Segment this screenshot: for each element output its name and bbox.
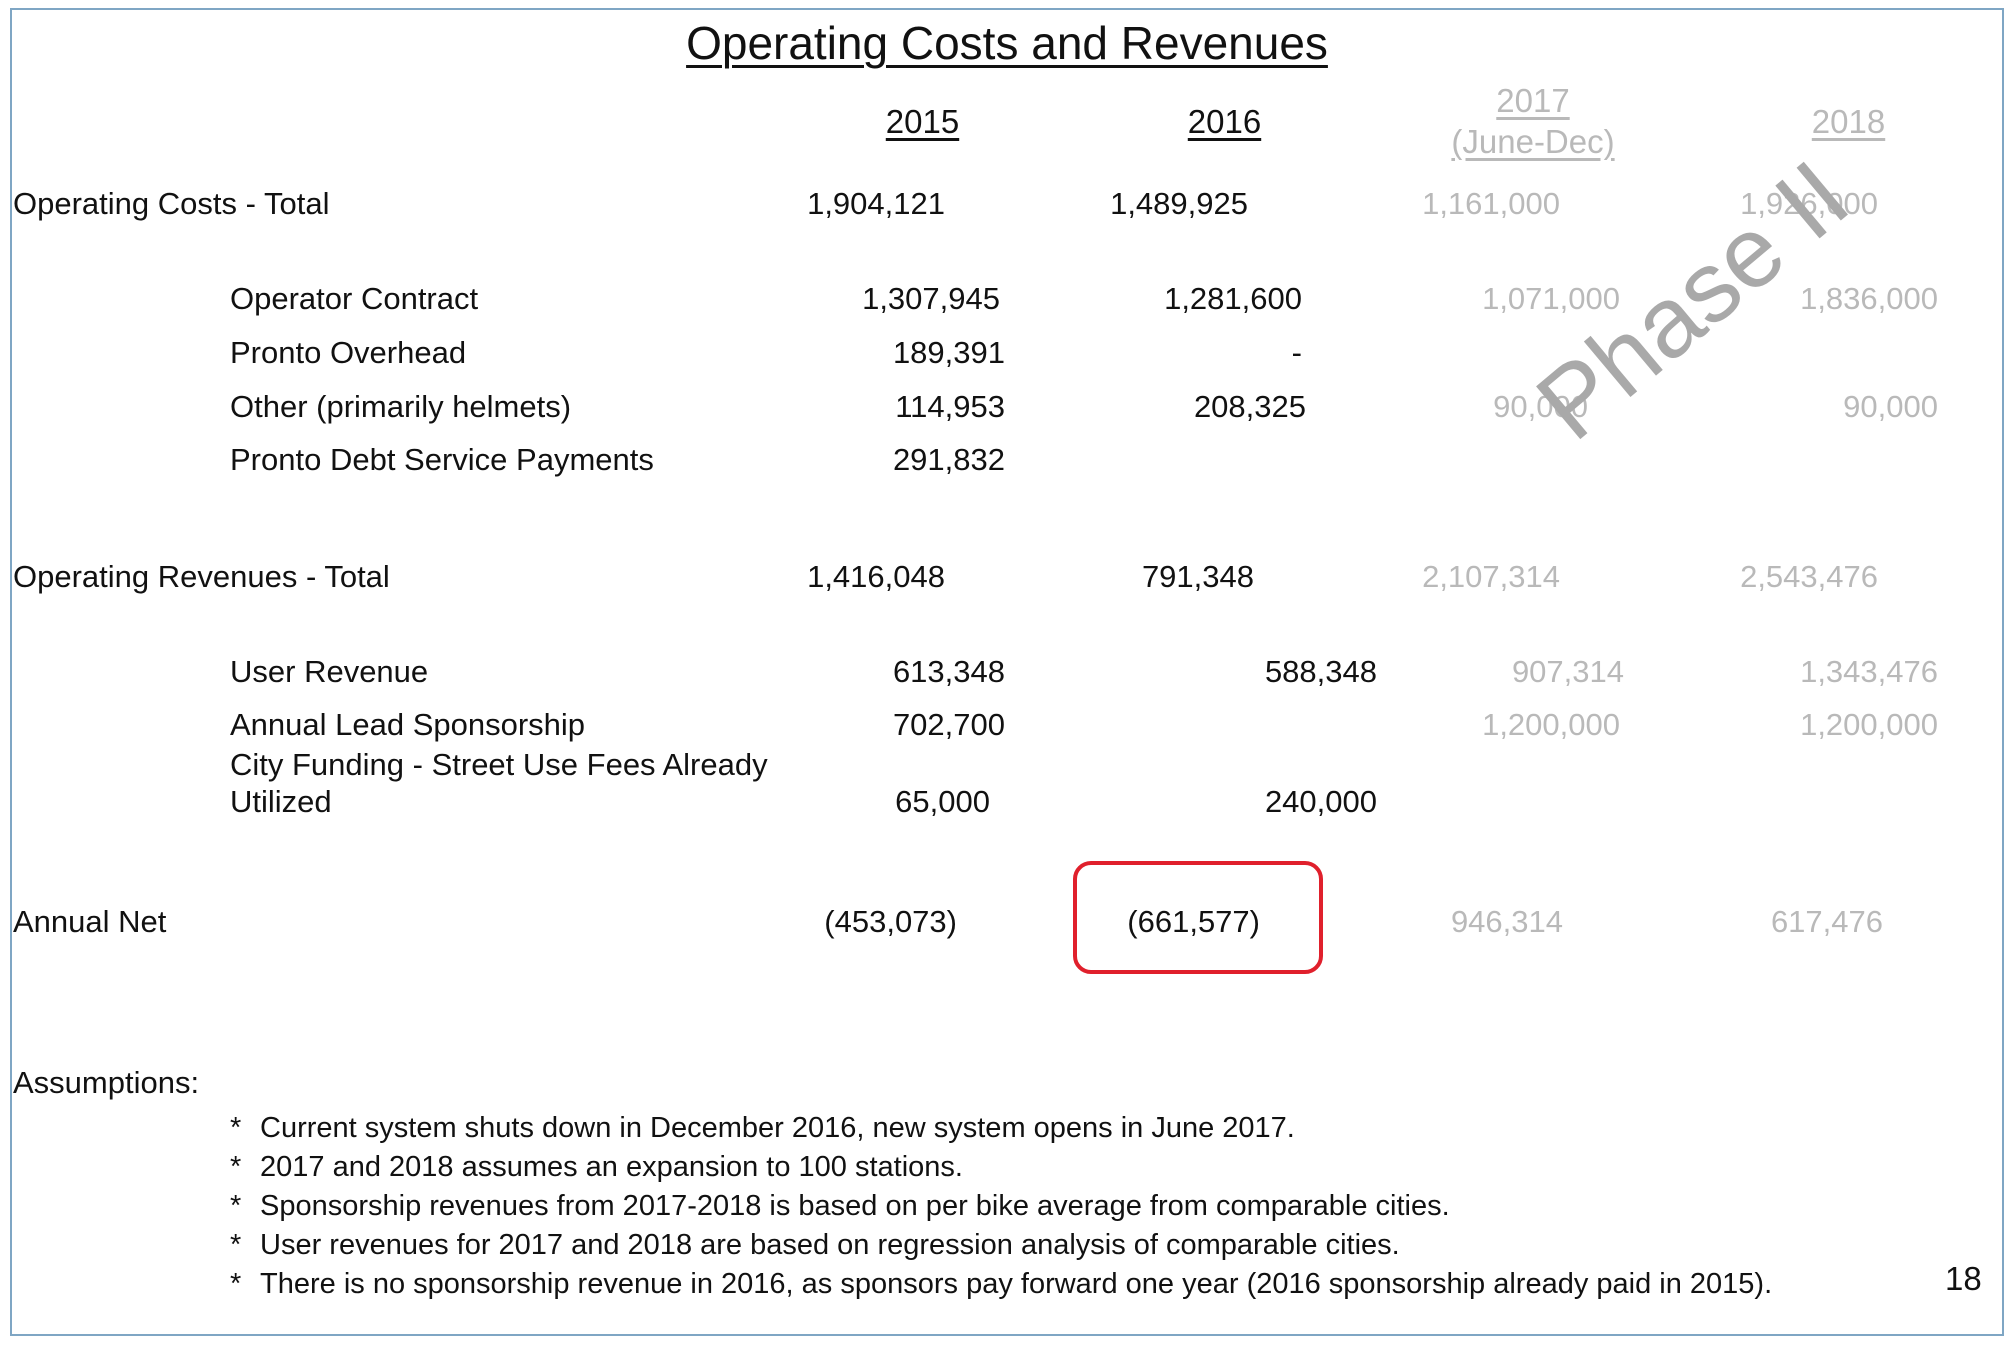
value-op-revenues-2016: 791,348 (1141, 559, 1254, 594)
value-other-helmets-2016: 208,325 (1193, 389, 1306, 424)
value-user-revenue-2018: 1,343,476 (1800, 654, 1938, 689)
label-operator-contract: Operator Contract (230, 281, 479, 316)
value-op-revenues-2017: 2,107,314 (1422, 559, 1560, 594)
value-annual-net-2015: (453,073) (824, 904, 957, 939)
assumption-item: * Sponsorship revenues from 2017-2018 is … (230, 1190, 1450, 1222)
value-operator-contract-2018: 1,836,000 (1800, 281, 1938, 316)
label-operating-costs-total: Operating Costs - Total (13, 186, 330, 221)
value-other-helmets-2018: 90,000 (1843, 389, 1938, 424)
label-user-revenue: User Revenue (230, 654, 429, 689)
label-operating-revenues-total: Operating Revenues - Total (13, 559, 390, 594)
bullet-star: * (230, 1268, 242, 1300)
value-city-funding-2016: 240,000 (1264, 784, 1377, 819)
assumption-item: * 2017 and 2018 assumes an expansion to 1… (230, 1151, 963, 1183)
header-2017-range: (June-Dec) (1451, 123, 1615, 160)
label-debt-service: Pronto Debt Service Payments (230, 442, 654, 477)
value-annual-net-2017: 946,314 (1450, 904, 1563, 939)
value-city-funding-2015: 65,000 (895, 784, 990, 819)
value-debt-service-2015: 291,832 (892, 442, 1005, 477)
value-other-helmets-2015: 114,953 (895, 389, 1005, 424)
assumption-item: * There is no sponsorship revenue in 2016… (230, 1268, 1773, 1300)
value-lead-sponsorship-2015: 702,700 (892, 707, 1005, 742)
value-user-revenue-2015: 613,348 (892, 654, 1005, 689)
label-city-funding-line2: Utilized (230, 784, 332, 819)
value-user-revenue-2017: 907,314 (1511, 654, 1624, 689)
value-annual-net-2018: 617,476 (1770, 904, 1883, 939)
assumption-item: * Current system shuts down in December 2… (230, 1112, 1295, 1144)
label-pronto-overhead: Pronto Overhead (230, 335, 467, 370)
value-op-costs-2015: 1,904,121 (807, 186, 945, 221)
label-lead-sponsorship: Annual Lead Sponsorship (230, 707, 586, 742)
value-op-revenues-2015: 1,416,048 (807, 559, 945, 594)
page-title: Operating Costs and Revenues (686, 17, 1328, 69)
value-lead-sponsorship-2018: 1,200,000 (1800, 707, 1938, 742)
bullet-star: * (230, 1190, 242, 1222)
value-op-revenues-2018: 2,543,476 (1740, 559, 1878, 594)
value-operator-contract-2017: 1,071,000 (1482, 281, 1620, 316)
value-op-costs-2016: 1,489,925 (1110, 186, 1248, 221)
assumptions-heading: Assumptions: (13, 1065, 200, 1100)
assumption-item: * User revenues for 2017 and 2018 are bas… (230, 1229, 1400, 1261)
value-operator-contract-2016: 1,281,600 (1164, 281, 1302, 316)
header-2016: 2016 (1187, 103, 1262, 140)
label-city-funding-line1: City Funding - Street Use Fees Already (230, 747, 768, 782)
page-number: 18 (1945, 1260, 1982, 1297)
slide-frame (10, 8, 2004, 1336)
header-2015: 2015 (885, 103, 960, 140)
value-operator-contract-2015: 1,307,945 (862, 281, 1000, 316)
label-annual-net: Annual Net (13, 904, 167, 939)
label-other-helmets: Other (primarily helmets) (230, 389, 572, 424)
value-annual-net-2016: (661,577) (1127, 904, 1260, 939)
header-2017: 2017 (1496, 82, 1570, 119)
value-other-helmets-2017: 90,000 (1493, 389, 1588, 424)
value-op-costs-2018: 1,926,000 (1740, 186, 1878, 221)
value-user-revenue-2016: 588,348 (1264, 654, 1377, 689)
header-2018: 2018 (1811, 103, 1886, 140)
bullet-star: * (230, 1229, 242, 1261)
value-pronto-overhead-2016: - (1291, 335, 1302, 370)
highlight-box (1073, 861, 1323, 974)
bullet-star: * (230, 1151, 242, 1183)
value-pronto-overhead-2015: 189,391 (892, 335, 1005, 370)
value-op-costs-2017: 1,161,000 (1422, 186, 1560, 221)
bullet-star: * (230, 1112, 242, 1144)
value-lead-sponsorship-2017: 1,200,000 (1482, 707, 1620, 742)
